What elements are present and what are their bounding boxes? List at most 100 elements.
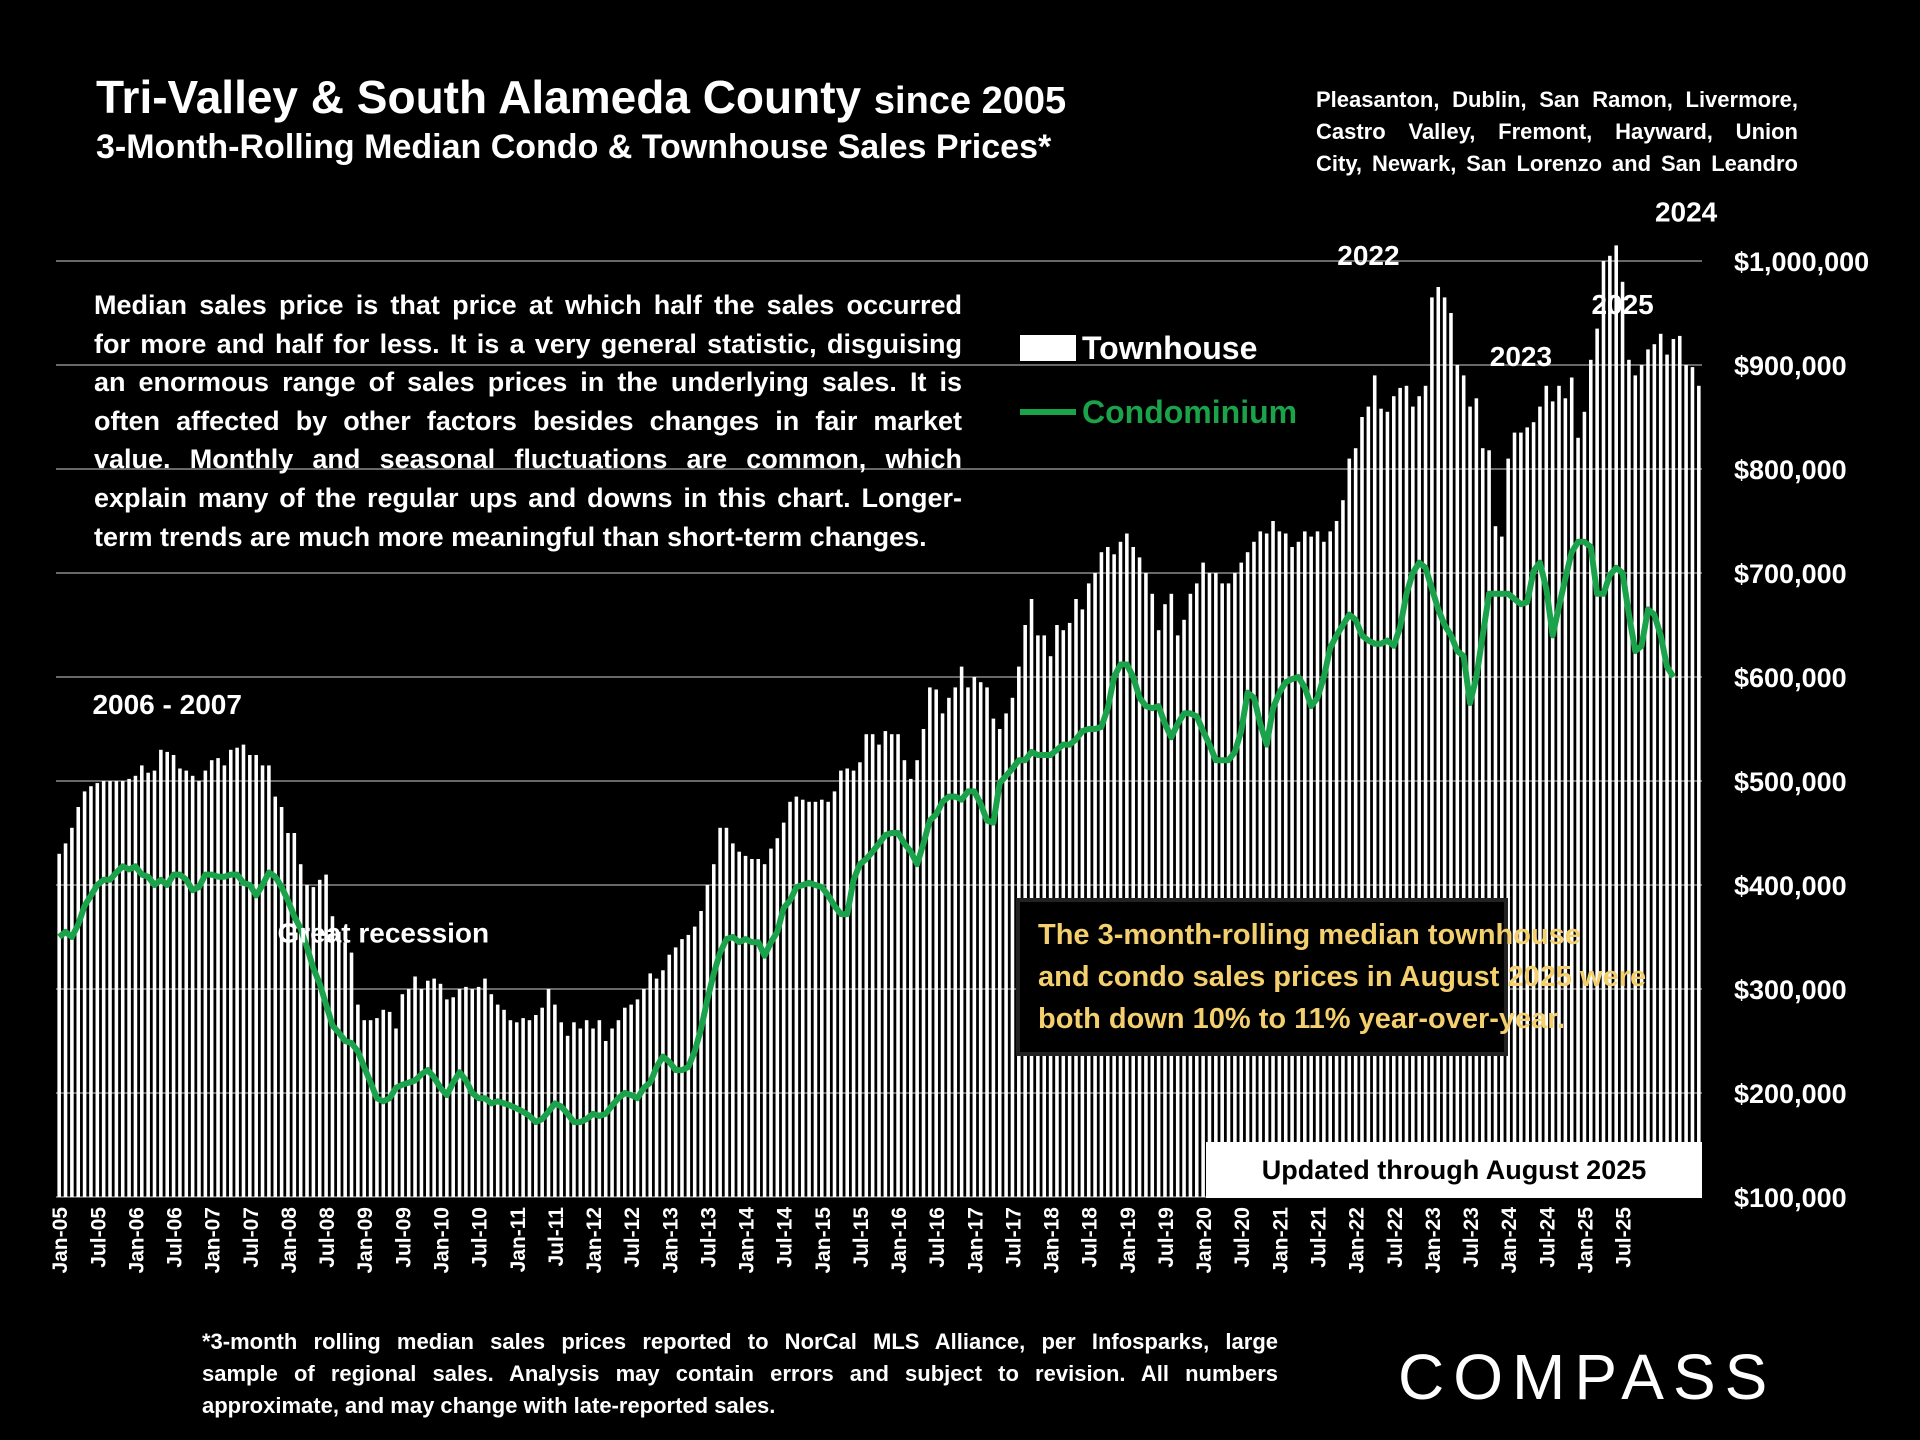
townhouse-bar: [578, 1028, 583, 1197]
townhouse-bar: [1315, 531, 1320, 1197]
townhouse-bar: [1245, 552, 1250, 1197]
townhouse-bar: [1328, 531, 1332, 1197]
townhouse-bar: [114, 781, 119, 1197]
townhouse-bar: [756, 859, 761, 1197]
townhouse-bar: [82, 791, 87, 1197]
townhouse-bar: [1633, 375, 1638, 1197]
y-tick-label: $500,000: [1734, 767, 1847, 797]
x-tick-label: Jul-15: [850, 1207, 873, 1268]
townhouse-bar: [1093, 573, 1097, 1197]
townhouse-bar: [222, 765, 227, 1197]
condo-line: [57, 538, 1676, 1126]
chart-subtitle: 3-Month-Rolling Median Condo & Townhouse…: [96, 128, 1052, 166]
townhouse-bar: [1506, 458, 1510, 1198]
townhouse-bar: [432, 978, 436, 1197]
x-tick-label: Jan-10: [431, 1207, 454, 1274]
explanation-line: term trends are much more meaningful tha…: [94, 521, 927, 552]
townhouse-bar: [1652, 344, 1657, 1197]
chart-annotations: 2006 - 2007 Great recession 2022 2023 2024 20…: [92, 196, 1717, 948]
townhouse-bar: [1252, 541, 1256, 1197]
townhouse-bar: [1347, 458, 1352, 1198]
legend: Townhouse Condominium: [1020, 316, 1297, 444]
townhouse-bar: [267, 765, 271, 1197]
townhouse-bar: [1589, 359, 1593, 1197]
townhouse-bar: [750, 859, 754, 1197]
townhouse-bar: [1436, 287, 1441, 1197]
townhouse-bar: [661, 970, 665, 1197]
townhouse-bar: [305, 885, 309, 1197]
x-tick-label: Jan-23: [1422, 1207, 1445, 1274]
townhouse-bar: [623, 1007, 627, 1197]
townhouse-bar: [1239, 562, 1244, 1197]
townhouse-bar: [794, 796, 799, 1197]
townhouse-bar: [864, 734, 869, 1197]
callout-line: The 3-month-rolling median townhouse: [1038, 919, 1581, 951]
townhouse-bar: [629, 1004, 633, 1197]
chart-annotation: 2025: [1591, 289, 1653, 320]
x-tick-label: Jul-06: [164, 1207, 187, 1268]
area-note-line: Castro Valley, Fremont, Hayward, Union: [1316, 119, 1798, 144]
townhouse-bar: [216, 758, 220, 1197]
chart-annotation: 2022: [1337, 240, 1399, 271]
townhouse-swatch: [1020, 335, 1076, 361]
townhouse-bar: [70, 827, 74, 1197]
townhouse-bar: [159, 749, 163, 1197]
townhouse-bar: [387, 1011, 392, 1197]
townhouse-bar: [368, 1020, 373, 1197]
townhouse-bar: [1531, 422, 1536, 1197]
townhouse-bar: [928, 687, 932, 1197]
x-tick-label: Jul-19: [1155, 1207, 1178, 1268]
explanation-line: value. Monthly and seasonal fluctuations…: [94, 444, 962, 475]
townhouse-bar: [1684, 365, 1688, 1197]
townhouse-bar: [1207, 573, 1212, 1197]
townhouse-bar: [400, 994, 405, 1197]
legend-label-townhouse: Townhouse: [1082, 329, 1258, 366]
x-tick-label: Jul-21: [1308, 1207, 1331, 1268]
townhouse-bar: [362, 1020, 367, 1197]
townhouse-bar: [1220, 583, 1224, 1197]
x-tick-label: Jul-25: [1613, 1207, 1636, 1268]
townhouse-bar: [349, 952, 354, 1197]
townhouse-bar: [426, 980, 430, 1197]
y-tick-label: $900,000: [1734, 351, 1847, 381]
legend-label-condo: Condominium: [1082, 393, 1298, 430]
townhouse-bar: [190, 775, 195, 1197]
x-tick-label: Jan-12: [583, 1207, 606, 1274]
x-tick-label: Jul-18: [1079, 1207, 1102, 1268]
x-tick-label: Jul-24: [1536, 1207, 1559, 1268]
townhouse-bar: [133, 775, 138, 1197]
area-note: Pleasanton, Dublin, San Ramon, Livermore…: [1316, 84, 1798, 180]
townhouse-bar: [413, 976, 417, 1197]
x-tick-label: Jul-13: [697, 1207, 720, 1268]
townhouse-bar: [540, 1007, 544, 1197]
townhouse-bar: [184, 770, 189, 1197]
townhouse-bar: [298, 864, 303, 1197]
townhouse-bar: [1271, 521, 1275, 1197]
townhouse-bar: [1398, 387, 1402, 1197]
townhouse-bar: [839, 770, 843, 1197]
compass-logo: COMPASS: [1398, 1341, 1777, 1413]
townhouse-bar: [896, 734, 900, 1197]
townhouse-bar: [483, 978, 487, 1197]
townhouse-bar: [718, 827, 722, 1197]
townhouse-bar: [1474, 398, 1479, 1197]
chart-annotation: 2023: [1490, 341, 1552, 372]
chart-annotation: 2024: [1655, 196, 1718, 227]
townhouse-bar: [1423, 385, 1428, 1197]
townhouse-bar: [317, 879, 322, 1197]
townhouse-bar: [1487, 450, 1491, 1197]
townhouse-bar: [654, 978, 659, 1197]
townhouse-bar: [1106, 547, 1110, 1197]
townhouse-bar: [1169, 593, 1174, 1197]
summary-callout: The 3-month-rolling median townhouse and…: [1016, 898, 1646, 1056]
townhouse-bar: [1010, 697, 1015, 1197]
townhouse-bar: [788, 801, 792, 1197]
townhouse-bar: [1360, 417, 1364, 1197]
townhouse-bar: [273, 796, 278, 1197]
chart-annotation: 2006 - 2007: [92, 689, 241, 720]
townhouse-bar: [1226, 583, 1231, 1197]
townhouse-bar: [235, 747, 239, 1197]
townhouse-bar: [603, 1041, 608, 1197]
townhouse-bar: [807, 801, 811, 1197]
townhouse-bar: [101, 781, 106, 1197]
